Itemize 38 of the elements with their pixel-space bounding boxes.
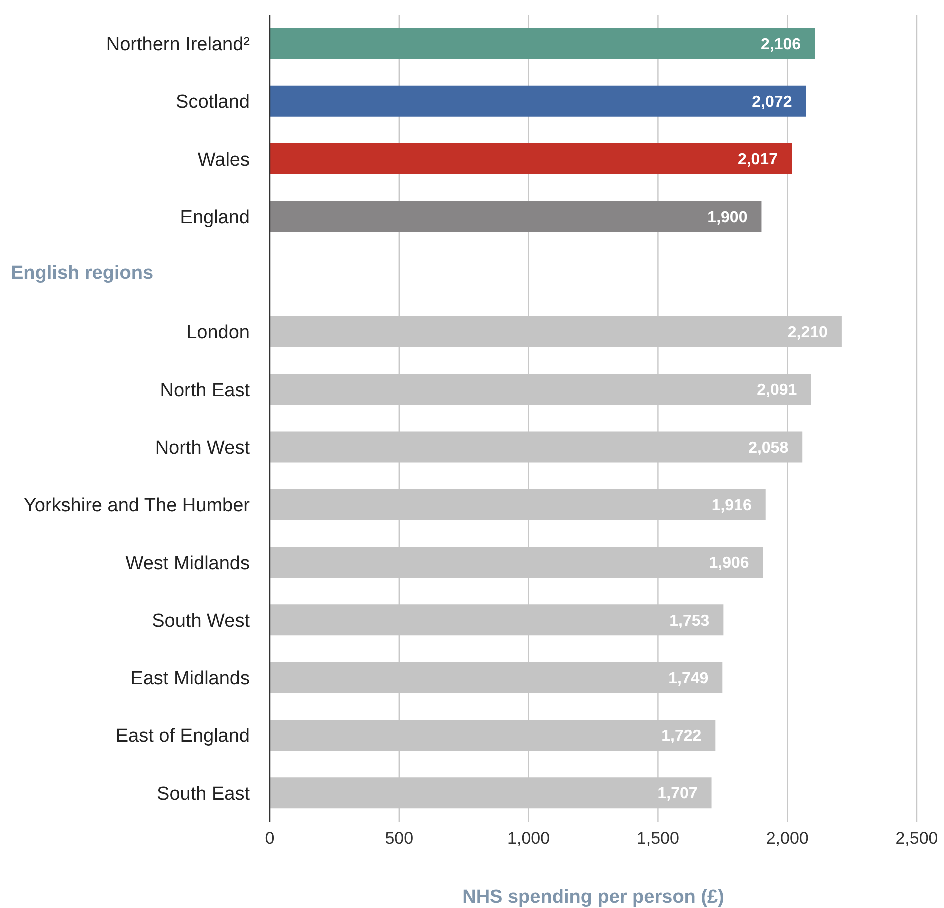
data-label: 1,707 [658,786,698,803]
data-label: 2,106 [760,36,802,54]
text: English regions [11,262,154,286]
x-tick-label: 1,500 [636,829,680,848]
y-tick-label: East Midlands [130,668,250,690]
data-label: 2,091 [757,382,798,400]
data-label: 2,072 [752,94,792,111]
x-tick-label: 2,500 [896,829,938,848]
bar [270,201,762,232]
bar [270,28,816,60]
data-label: 2,058 [748,440,789,457]
data-label: 2,210 [788,324,828,342]
y-tick-label: Northern Ireland² [106,34,250,56]
data-label: 1,906 [709,555,750,572]
bar [270,144,792,175]
y-tick-label: South East [157,784,251,805]
data-label: 1,722 [662,728,702,746]
y-tick-label: Scotland [176,92,250,114]
y-tick-label: London [186,322,250,344]
data-label: 1,916 [712,498,752,514]
x-tick-label: 0 [265,829,275,848]
data-label: 2,017 [738,152,778,169]
y-tick-label: North West [155,438,251,459]
data-label: 1,900 [708,209,748,226]
x-tick-label: 500 [385,829,414,848]
x-tick-label: 1,000 [508,829,550,848]
y-tick-label: North East [160,380,251,402]
x-tick-label: 2,000 [766,829,809,848]
x-axis-title: NHS spending per person (£) [462,887,724,908]
y-tick-label: West Midlands [126,553,250,574]
y-tick-label: South West [152,610,251,632]
data-label: 1,749 [668,670,709,688]
y-tick-label: East of England [116,726,250,748]
data-label: 1,753 [670,612,710,630]
bar [270,86,806,117]
y-tick-label: England [180,207,250,228]
y-tick-label: Yorkshire and The Humber [24,496,251,517]
y-tick-label: Wales [198,150,250,171]
